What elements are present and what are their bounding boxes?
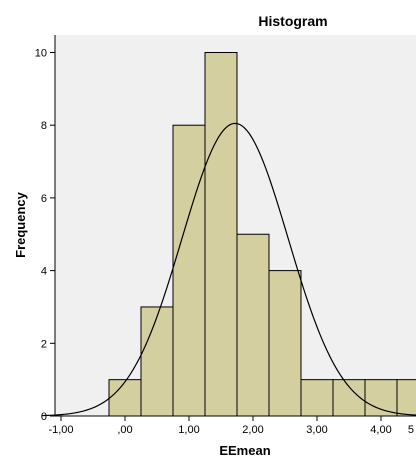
y-tick-label: 4 (41, 266, 47, 278)
y-tick-label: 0 (41, 411, 47, 423)
histogram-bar-4 (204, 52, 238, 417)
y-axis-label: Frequency (13, 191, 28, 258)
y-tick-label: 2 (41, 338, 47, 350)
y-tick-label: 8 (41, 120, 47, 132)
histogram-bar-1 (108, 379, 142, 417)
histogram-bar-3 (172, 124, 206, 417)
histogram-bar-6 (268, 270, 302, 417)
x-tick-label: 4,00 (370, 424, 391, 436)
histogram-bar-7 (300, 379, 334, 417)
x-axis-ticks: -1,00 ,00 1,00 2,00 3,00 4,00 5 (48, 416, 414, 436)
bars-layer (108, 52, 416, 417)
y-tick-label: 10 (35, 48, 47, 60)
chart-title: Histogram (258, 13, 327, 29)
x-tick-label: 1,00 (178, 424, 199, 436)
x-tick-label: -1,00 (48, 424, 73, 436)
normal-curve (41, 122, 416, 417)
x-tick-label: 3,00 (306, 424, 327, 436)
histogram-bar-9 (364, 379, 398, 417)
x-tick-label: 5 (408, 424, 414, 436)
y-axis-ticks: 0 2 4 6 8 10 (35, 48, 55, 423)
x-tick-label: ,00 (117, 424, 132, 436)
x-tick-label: 2,00 (242, 424, 263, 436)
histogram-bar-2 (140, 306, 174, 417)
y-tick-label: 6 (41, 193, 47, 205)
x-axis-label: EEmean (219, 443, 270, 458)
curve-layer (41, 122, 416, 417)
histogram-bar-5 (236, 233, 270, 417)
histogram-bar-10 (396, 379, 416, 417)
